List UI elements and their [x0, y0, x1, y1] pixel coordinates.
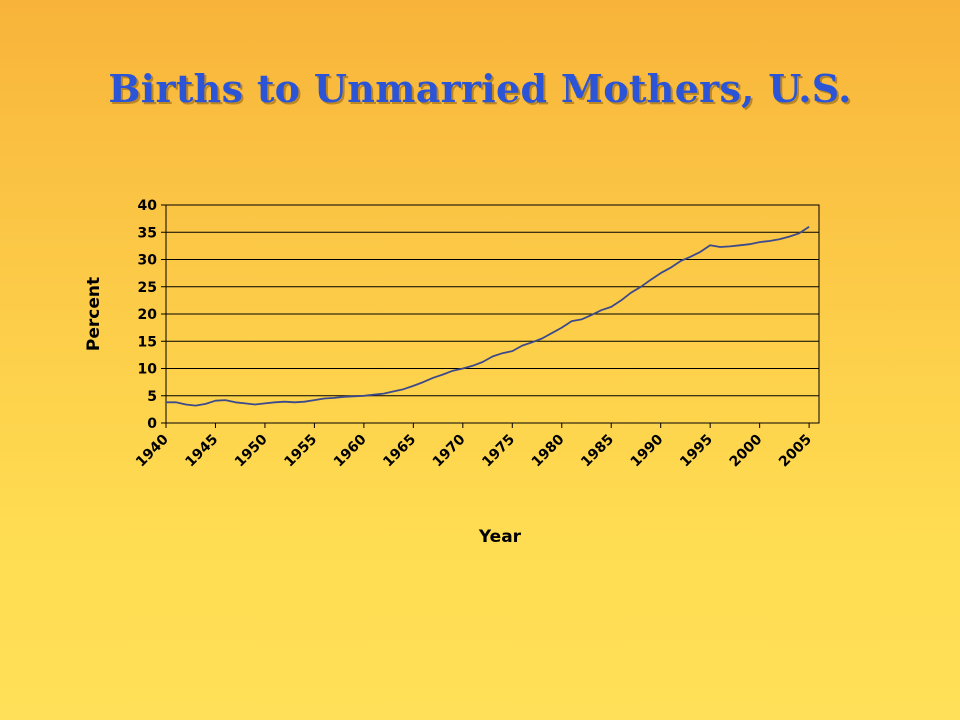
series-line: [166, 226, 810, 407]
x-tick-label: 2005: [776, 432, 815, 471]
x-tick-label: 2000: [727, 431, 766, 470]
x-tick-label: 1980: [529, 431, 568, 470]
x-tick-label: 1985: [578, 432, 617, 471]
x-tick-label: 1945: [182, 432, 221, 471]
slide-title: Births to Unmarried Mothers, U.S.: [108, 66, 852, 111]
x-tick-label: 1995: [677, 432, 716, 471]
y-tick-label: 40: [138, 198, 158, 214]
x-tick-label: 1955: [281, 432, 320, 471]
x-tick-labels: 1940 1945 1950 1955 1960 1965 1970 1975 1980 1985…: [133, 431, 815, 470]
x-tick-label: 1975: [479, 432, 518, 471]
y-tick-label: 10: [138, 362, 158, 378]
y-tick-label: 0: [147, 416, 157, 432]
axes: [161, 204, 810, 428]
y-tick-label: 15: [138, 334, 157, 350]
y-tick-label: 30: [138, 253, 158, 269]
gridlines: [166, 204, 819, 424]
x-tick-label: 1960: [331, 431, 370, 470]
x-tick-label: 1990: [628, 431, 667, 470]
y-axis-title: Percent: [84, 277, 104, 351]
y-tick-label: 5: [147, 389, 157, 405]
y-tick-labels: 0 5 10 15 20 25 30 35 40: [138, 198, 158, 432]
x-tick-label: 1965: [380, 432, 419, 471]
x-tick-label: 1940: [133, 431, 172, 470]
x-axis-title: Year: [478, 527, 522, 547]
x-tick-label: 1950: [232, 431, 271, 470]
y-tick-label: 25: [138, 280, 157, 296]
y-tick-label: 20: [138, 307, 158, 323]
series-layer: [166, 226, 810, 407]
x-tick-label: 1970: [430, 431, 469, 470]
y-tick-label: 35: [138, 225, 157, 241]
